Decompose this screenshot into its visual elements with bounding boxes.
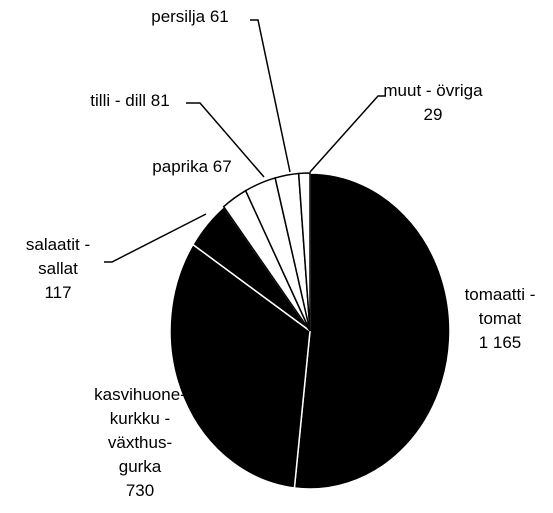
label-line: persilja (151, 7, 205, 26)
slice-label: persilja 61 (151, 7, 229, 26)
label-line: tomaatti - (465, 285, 536, 304)
leader-line (250, 19, 291, 173)
pie (169, 172, 451, 490)
label-line: sallat (38, 259, 78, 278)
value-label: 67 (213, 157, 232, 176)
label-line: paprika (152, 157, 208, 176)
label-line: växthus- (108, 433, 172, 452)
value-label: 117 (44, 283, 71, 302)
slice-label: salaatit - sallat 117 (26, 235, 90, 302)
value-label: 81 (151, 91, 170, 110)
label-line: muut - övriga (383, 81, 483, 100)
value-label: 1 165 (479, 333, 522, 352)
value-label: 61 (210, 7, 229, 26)
label-line: tomat (479, 309, 522, 328)
label-line: kurkku - (110, 409, 170, 428)
value-label: 730 (126, 481, 154, 500)
label-line: kasvihuone- (94, 385, 186, 404)
pie-slice (297, 172, 311, 332)
leader-line (104, 213, 207, 263)
value-label: 29 (424, 105, 443, 124)
label-line: tilli - dill (90, 91, 146, 110)
leader-line (309, 95, 386, 173)
slice-label: kasvihuone-kurkku - växthus-gurka 730 (94, 385, 186, 500)
slice-label: muut - övriga 29 (383, 81, 483, 124)
label-line: salaatit - (26, 235, 90, 254)
slice-label: tilli - dill 81 (90, 91, 169, 110)
slice-label: tomaatti - tomat 1 165 (465, 285, 536, 352)
slice-label: paprika 67 (152, 157, 231, 176)
labels: tomaatti - tomat 1 165 kasvihuone-kurkku - v… (26, 7, 536, 500)
leader-line (186, 102, 265, 178)
pie-slice (293, 172, 451, 490)
label-line: gurka (119, 457, 162, 476)
